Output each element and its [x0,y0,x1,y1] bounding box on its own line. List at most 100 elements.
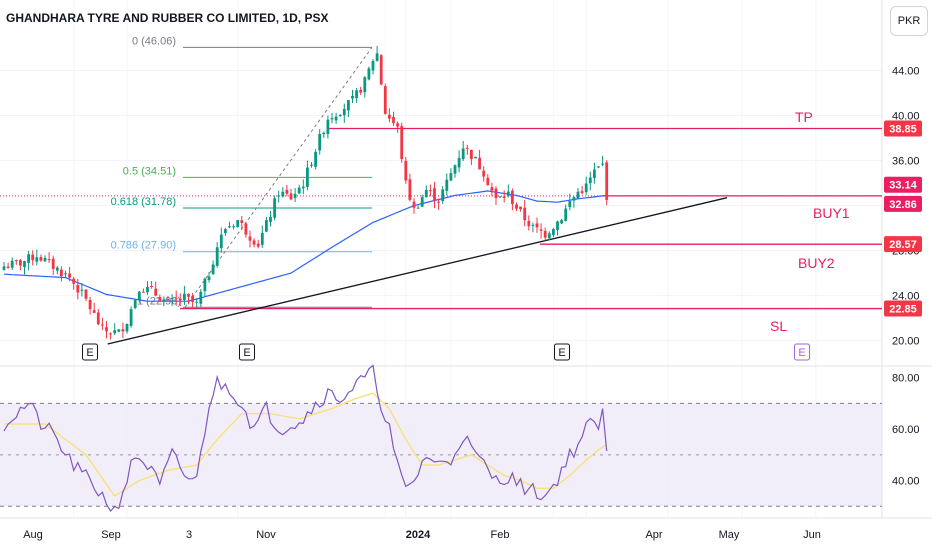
candle [277,190,281,203]
candle [396,121,399,133]
candle-body [109,333,112,335]
candle [248,230,252,248]
time-tick-label: Nov [256,529,276,541]
level-lines [0,127,882,310]
candle-body [453,165,457,174]
candle-body [2,266,6,270]
candle-body [396,123,399,127]
candle-body [224,229,227,234]
candle-body [494,188,498,198]
candle-body [560,220,563,224]
candle-body [51,258,55,270]
candle-body [486,177,490,186]
candle-body [552,229,555,235]
candle [281,187,285,198]
candle [301,179,305,195]
candle [39,254,43,262]
candle-body [68,273,71,278]
level-annotation: BUY1 [813,205,850,221]
candle-body [162,299,166,302]
candle [572,195,576,208]
candle [191,292,194,308]
candle-body [232,226,235,228]
price-tag-value: 28.57 [889,239,917,251]
rsi-pane: 80.00 60.00 40.00 [0,364,920,512]
candle-body [601,163,604,165]
price-tag-box [884,176,922,193]
candle-body [531,224,535,226]
candle [285,184,289,197]
candle-body [519,206,522,210]
candle [408,173,412,202]
currency-button[interactable]: PKR [890,6,928,36]
event-marker-box [554,343,570,361]
candle [593,162,596,184]
candle [461,140,465,162]
candle [219,227,223,253]
candle-body [547,233,551,239]
candle-body [420,197,424,207]
candle-body [318,133,322,151]
candle-body [482,170,486,177]
candle [470,149,473,165]
fib-level-label: 0.5 (34.51) [123,165,176,177]
candle-body [236,220,240,227]
candle [330,112,334,124]
fib-level-label: 0.618 (31.78) [111,196,176,208]
candle-body [498,196,502,198]
candle [2,262,6,271]
candle-body [527,220,531,227]
candle [14,259,18,265]
candle [269,211,272,227]
candle [424,185,428,198]
candle-body [429,190,432,192]
candle [531,222,535,233]
candle [474,156,477,159]
chart-title: GHANDHARA TYRE AND RUBBER CO LIMITED, 1D… [6,11,328,25]
candle [318,129,322,155]
candle [121,322,125,339]
candle [379,54,383,86]
candle-body [326,119,330,134]
candle [543,227,547,241]
candle-body [301,186,305,189]
candle [68,266,71,282]
candle [64,270,67,278]
price-tag: 33.14 [884,176,922,193]
candle-body [543,231,547,238]
candle-body [117,329,121,332]
candle-body [154,288,158,296]
candle [154,281,158,297]
candle-body [293,193,297,198]
event-marker-box [239,343,255,361]
moving-average-line [3,190,607,302]
candle [355,87,358,103]
event-marker: E [239,343,255,361]
candle-body [580,191,584,194]
candle [490,182,494,197]
price-tag: 22.85 [884,300,922,317]
candle-body [23,261,26,268]
candle [101,317,104,331]
candle [240,215,244,231]
candle-body [137,291,141,300]
candle-body [535,223,539,228]
candle-body [400,126,404,160]
price-tick-label: 40.00 [892,111,920,123]
candle [392,111,395,127]
candle-body [191,296,194,302]
candle [363,76,367,98]
candle-body [457,157,461,168]
fib-level-label: 0.786 (27.90) [111,240,176,252]
event-marker-box [794,343,810,361]
candle-body [64,273,67,275]
candle-body [593,169,596,178]
candle-body [416,207,420,209]
candle-body [174,298,178,300]
candle-body [121,329,125,332]
candle-body [10,260,14,268]
candle [158,294,162,302]
candle [359,86,363,95]
candle-body [347,100,350,111]
candle [523,199,527,227]
